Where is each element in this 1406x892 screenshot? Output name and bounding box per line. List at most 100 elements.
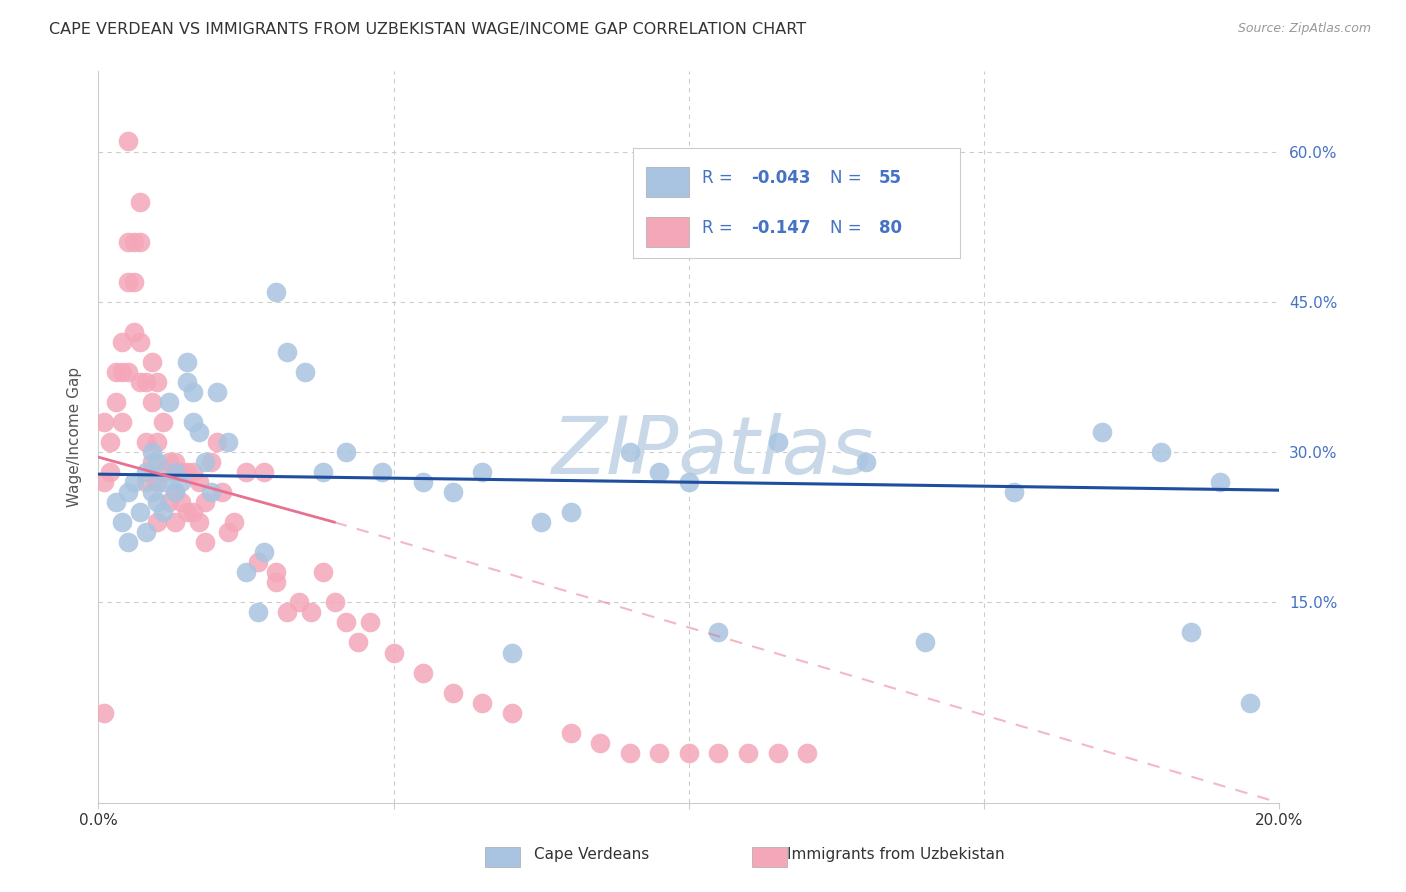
Point <box>146 515 169 529</box>
Point <box>253 545 276 559</box>
Point <box>165 485 187 500</box>
Point <box>117 235 139 249</box>
Point <box>264 575 287 590</box>
Point <box>1091 425 1114 439</box>
Point <box>105 395 128 409</box>
Point <box>93 415 115 429</box>
Point <box>359 615 381 630</box>
Bar <box>647 167 689 196</box>
Point <box>141 395 163 409</box>
Point <box>176 375 198 389</box>
Point <box>294 365 316 379</box>
Text: R =: R = <box>702 169 738 187</box>
Point <box>560 505 582 519</box>
Point <box>128 334 150 349</box>
Point <box>205 435 228 450</box>
Point <box>205 384 228 399</box>
Point <box>914 635 936 649</box>
Point <box>1002 485 1025 500</box>
Point <box>176 505 198 519</box>
Point <box>235 566 257 580</box>
Point <box>412 475 434 490</box>
Point <box>93 475 115 490</box>
Point <box>122 325 145 339</box>
Text: Cape Verdeans: Cape Verdeans <box>534 847 650 862</box>
Point <box>276 606 298 620</box>
Point <box>157 495 180 509</box>
Point <box>157 395 180 409</box>
Point <box>471 465 494 479</box>
Point <box>122 235 145 249</box>
Point <box>312 566 335 580</box>
Point <box>141 455 163 469</box>
Point <box>678 746 700 760</box>
Point <box>766 435 789 450</box>
Point <box>111 515 134 529</box>
Point <box>441 485 464 500</box>
Point <box>1209 475 1232 490</box>
Point <box>194 495 217 509</box>
Point <box>122 475 145 490</box>
Point <box>187 515 209 529</box>
Point <box>111 365 134 379</box>
Point <box>141 485 163 500</box>
Point <box>181 465 204 479</box>
Text: 80: 80 <box>879 219 901 237</box>
Point <box>187 425 209 439</box>
Point <box>152 465 174 479</box>
Point <box>1239 696 1261 710</box>
Point <box>135 465 157 479</box>
Point <box>170 465 193 479</box>
Point <box>105 495 128 509</box>
Point <box>235 465 257 479</box>
Text: Source: ZipAtlas.com: Source: ZipAtlas.com <box>1237 22 1371 36</box>
Point <box>530 515 553 529</box>
Point <box>211 485 233 500</box>
Point <box>347 635 370 649</box>
Point <box>382 646 405 660</box>
Point <box>111 415 134 429</box>
Point <box>165 485 187 500</box>
Point <box>288 595 311 609</box>
Text: ZIPatlas: ZIPatlas <box>551 413 873 491</box>
Point <box>276 345 298 359</box>
Point <box>412 665 434 680</box>
Point <box>146 475 169 490</box>
Point <box>246 555 269 569</box>
Point <box>312 465 335 479</box>
Point <box>117 535 139 549</box>
Point <box>135 435 157 450</box>
Point <box>589 736 612 750</box>
Text: N =: N = <box>830 169 866 187</box>
Point <box>737 746 759 760</box>
Point <box>176 465 198 479</box>
Text: -0.147: -0.147 <box>751 219 811 237</box>
Point <box>246 606 269 620</box>
Point <box>796 746 818 760</box>
Point <box>157 455 180 469</box>
Text: Immigrants from Uzbekistan: Immigrants from Uzbekistan <box>787 847 1005 862</box>
Text: N =: N = <box>830 219 866 237</box>
Point <box>105 365 128 379</box>
Point <box>1150 445 1173 459</box>
Point <box>264 566 287 580</box>
Point <box>128 194 150 209</box>
Point <box>141 355 163 369</box>
Point <box>200 455 222 469</box>
Point <box>371 465 394 479</box>
Point <box>264 285 287 299</box>
Point <box>471 696 494 710</box>
Point <box>194 455 217 469</box>
Point <box>117 135 139 149</box>
Point <box>98 465 121 479</box>
Point <box>181 384 204 399</box>
Point <box>146 455 169 469</box>
Point <box>181 505 204 519</box>
Point <box>217 435 239 450</box>
Point <box>441 685 464 699</box>
Point <box>146 435 169 450</box>
Point <box>176 355 198 369</box>
Point <box>122 275 145 289</box>
Point <box>648 746 671 760</box>
Point <box>335 615 357 630</box>
